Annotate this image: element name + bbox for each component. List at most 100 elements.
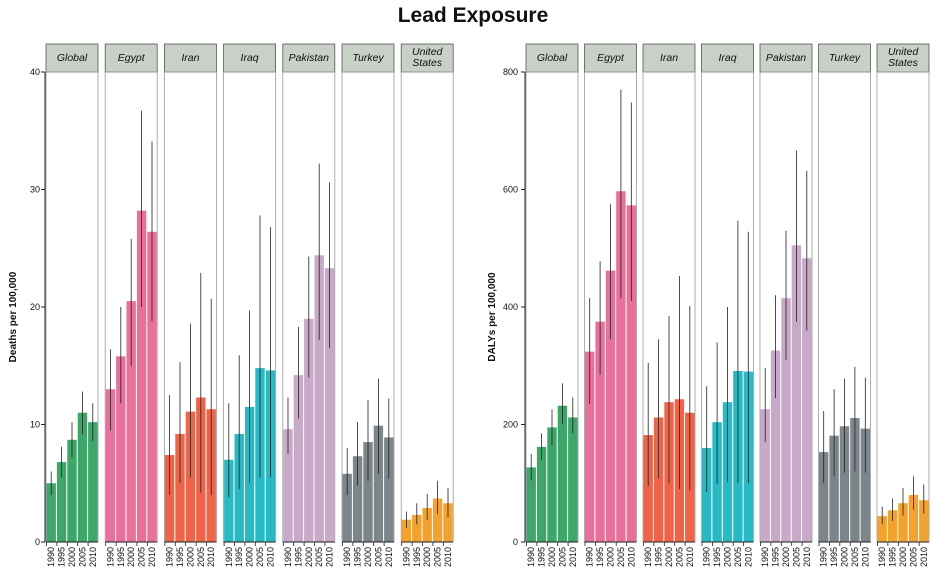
bar	[77, 412, 88, 542]
panel-strip	[223, 43, 277, 73]
x-tick-label: 1995	[116, 547, 126, 567]
x-tick-label: 2005	[616, 547, 626, 567]
x-tick-label: 2005	[791, 547, 801, 567]
x-tick-label: 1990	[877, 547, 887, 567]
bar	[802, 258, 812, 542]
bar	[422, 507, 432, 542]
panel-strip	[400, 43, 454, 73]
panel-frame	[400, 71, 454, 543]
x-tick-label: 1995	[57, 547, 67, 567]
panel-label: Global	[537, 52, 568, 64]
panel-strip	[584, 43, 637, 73]
x-tick-label: 1995	[888, 547, 898, 567]
bar	[770, 350, 781, 542]
y-tick-label: 20	[30, 302, 40, 312]
x-tick-label: 2000	[363, 547, 373, 567]
bar	[781, 298, 791, 542]
bar	[760, 409, 770, 542]
x-tick-label: 2005	[373, 547, 383, 567]
x-tick-label: 2000	[422, 547, 432, 567]
x-tick-label: 2010	[802, 547, 812, 567]
y-tick-label: 600	[503, 185, 518, 195]
bar	[860, 428, 870, 542]
panel-strip	[525, 43, 579, 73]
bar	[46, 483, 56, 542]
panel-strip	[759, 43, 813, 73]
x-tick-label: 2005	[314, 547, 324, 567]
bar	[314, 255, 324, 543]
panel-label: States	[412, 57, 443, 69]
x-tick-label: 2000	[898, 547, 908, 567]
dalys-chart: 0 200 400 600 800 DALYs per 100,000 Global 1990…	[487, 43, 930, 567]
y-tick-label: 0	[35, 537, 40, 547]
panel-strip	[701, 43, 754, 73]
x-tick-label: 2005	[557, 547, 567, 567]
y-tick-label: 40	[30, 67, 40, 77]
panel-label: Global	[57, 52, 88, 64]
bar	[342, 473, 352, 542]
bar	[116, 356, 126, 542]
bar	[908, 495, 919, 542]
x-tick-label: 2000	[185, 547, 195, 567]
bar	[819, 452, 829, 542]
x-tick-label: 1990	[526, 547, 536, 567]
x-tick-label: 1995	[293, 547, 303, 567]
panel-strip	[282, 43, 336, 73]
x-tick-label: 1990	[585, 547, 595, 567]
bar	[384, 437, 394, 542]
chart-title: Lead Exposure	[397, 4, 549, 27]
panel-strip	[818, 43, 871, 73]
x-tick-label: 1990	[46, 547, 56, 567]
panel-label: Iraq	[718, 52, 736, 64]
panel-frame	[876, 71, 930, 543]
panel-label: Egypt	[118, 52, 146, 64]
x-tick-label: 2010	[265, 547, 275, 567]
x-tick-label: 1995	[771, 547, 781, 567]
x-tick-label: 2005	[908, 547, 918, 567]
bar	[136, 210, 147, 542]
panel-label: United	[412, 46, 444, 58]
x-tick-label: 2000	[67, 547, 77, 567]
x-tick-label: 2000	[840, 547, 850, 567]
panel-label: Egypt	[597, 52, 625, 64]
x-tick-label: 1990	[165, 547, 175, 567]
x-tick-label: 2000	[606, 547, 616, 567]
panel-label: Iran	[181, 52, 199, 64]
x-tick-label: 2000	[781, 547, 791, 567]
bar	[898, 503, 908, 542]
x-tick-label: 2010	[325, 547, 335, 567]
x-tick-label: 1990	[342, 547, 352, 567]
bar	[164, 455, 175, 542]
x-tick-label: 2000	[304, 547, 314, 567]
bar	[585, 351, 595, 542]
bar	[547, 427, 557, 542]
y-tick-label: 30	[30, 185, 40, 195]
y-tick-label: 400	[503, 302, 518, 312]
bar	[412, 514, 422, 542]
bar	[626, 205, 636, 543]
bar	[126, 301, 136, 542]
x-tick-label: 2010	[743, 547, 753, 567]
x-tick-label: 1990	[819, 547, 829, 567]
bar	[557, 405, 568, 542]
x-tick-label: 1995	[412, 547, 422, 567]
bar	[304, 318, 314, 542]
y-tick-label: 0	[513, 537, 518, 547]
panel-label: Pakistan	[289, 52, 329, 64]
bar	[887, 510, 898, 542]
bar	[653, 417, 664, 542]
bar	[56, 462, 67, 542]
bar	[432, 498, 443, 542]
x-tick-label: 2010	[626, 547, 636, 567]
x-tick-label: 2000	[664, 547, 674, 567]
bar	[702, 448, 712, 542]
x-tick-label: 2005	[850, 547, 860, 567]
panel-strip	[45, 43, 99, 73]
x-tick-label: 1995	[537, 547, 547, 567]
x-tick-label: 1995	[654, 547, 664, 567]
bar	[568, 417, 578, 542]
bar	[88, 422, 98, 542]
bar	[175, 433, 185, 542]
panel-strip	[163, 43, 217, 73]
